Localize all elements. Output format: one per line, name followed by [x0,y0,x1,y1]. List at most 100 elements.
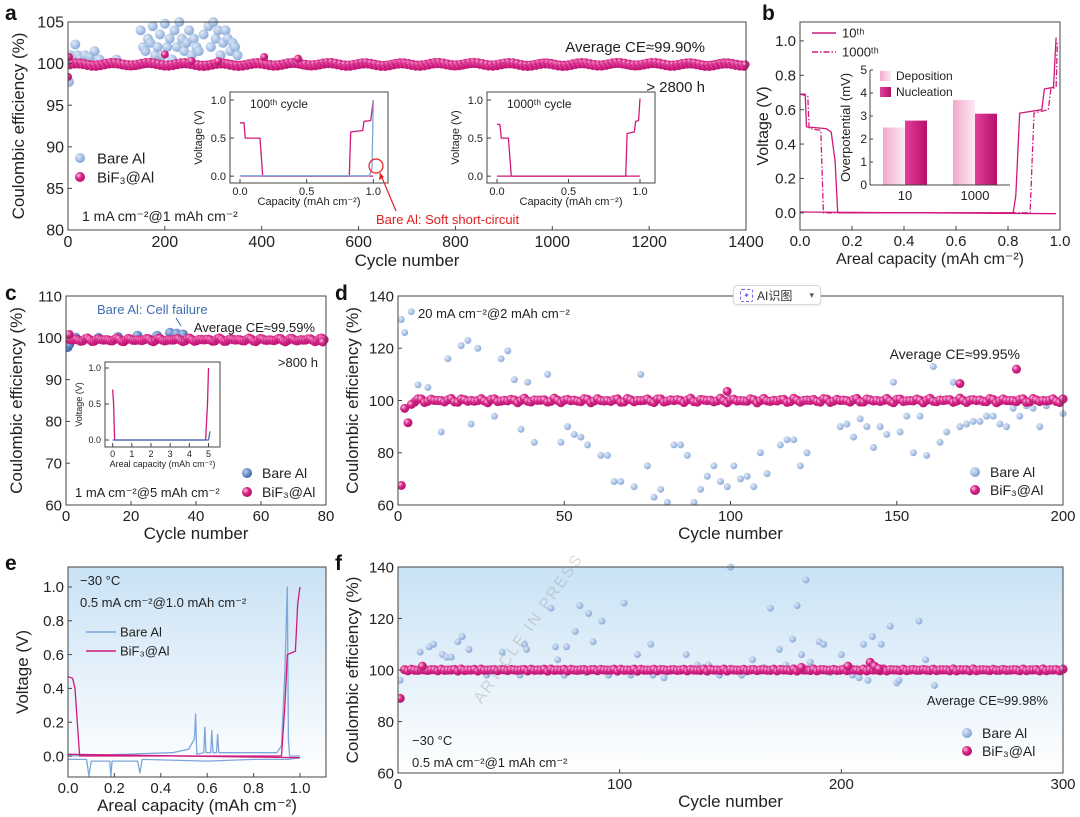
data-point-bare-al [171,41,182,52]
data-point-bare-al [836,423,844,431]
y-tick-label: 3 [860,109,867,123]
data-point-bare-al [943,428,951,436]
legend-marker-bif-al [970,485,980,495]
panel-label: f [335,552,343,575]
legend-label: Bare Al [982,725,1027,741]
legend-label: 10ᵗʰ [842,26,864,41]
data-point-bare-al [903,412,911,420]
x-axis-label: Cycle number [678,792,783,811]
x-tick-label: 0 [394,508,402,525]
data-point-bare-al [637,370,645,378]
annotation-text: 1 mA cm⁻²@1 mAh cm⁻² [82,208,238,224]
x-tick-label: 100 [607,776,632,793]
series-line-bif-al [68,753,301,759]
data-point-bare-al [803,449,811,457]
ai-image-recognition-button[interactable]: ✦ AI识图 ▾ [733,285,821,305]
data-point-bare-al [603,451,611,459]
data-point-bare-al [213,25,224,36]
data-point-bif-al [400,403,410,413]
x-tick-label: 0.5 [561,186,576,198]
series-layer [68,17,750,87]
data-point-bare-al [922,656,930,664]
inset-voltage-profile: 0.0 0.5 1.0 0.0 0.5 1.0 Capacity (mAh cm⁻²) Vol… [193,91,389,208]
x-axis-label: Cycle number [355,251,460,270]
data-point-bare-al [802,576,810,584]
y-tick-label: 0.0 [211,171,226,183]
y-tick-label: 90 [46,139,64,156]
chevron-down-icon[interactable]: ▾ [809,289,814,300]
y-tick-label: 0.0 [775,205,796,222]
legend-marker-bare-al [970,467,980,477]
data-point-bare-al [562,643,570,651]
y-tick-label: 0.2 [775,171,796,188]
y-tick-label: 1.0 [43,579,64,596]
data-point-bare-al [923,451,931,459]
x-tick-label: 1 [129,449,134,459]
inset-bar-chart: 10 1000 0 1 2 3 4 5 Overpotential (mV) Deposition… [838,63,1010,203]
data-point-bare-al [657,485,665,493]
data-point-bare-al [886,622,894,630]
data-point-bare-al [454,638,462,646]
y-tick-label: 70 [45,455,62,472]
data-point-bare-al [776,441,784,449]
x-tick-label: 800 [442,234,469,251]
y-tick-label: 90 [45,372,62,389]
y-tick-label: 1.0 [468,95,483,107]
legend-swatch-nucleation [880,87,891,97]
data-point-bare-al [763,470,771,478]
bar-deposition [883,127,905,185]
panel-label: c [5,282,17,305]
data-point-bare-al [1009,404,1017,412]
plot-frame [67,566,327,778]
data-point-bare-al [793,602,801,610]
data-point-bare-al [1016,412,1024,420]
y-tick-label: 100 [37,330,62,347]
y-tick-label: 1.0 [775,33,796,50]
x-tick-label: 1000 [961,188,990,203]
data-point-bare-al [697,485,705,493]
series-layer [68,586,301,777]
y-tick-label: 1 [860,155,867,169]
data-point-bare-al [717,477,725,485]
data-point-bare-al [843,420,851,428]
data-point-bare-al [467,420,475,428]
data-point-bif-al [398,480,406,490]
y-axis-label: Coulombic efficiency (%) [343,577,362,764]
data-point-bare-al [150,50,161,61]
y-tick-label: 0.0 [88,435,101,445]
data-point-bare-al [775,645,783,653]
x-tick-label: 20 [123,508,140,525]
y-tick-label: 0.6 [43,647,64,664]
series-line-bif-al [68,586,301,757]
plot-frame [67,21,747,231]
y-tick-label: 105 [37,15,64,32]
data-point-bare-al [989,412,997,420]
legend-marker-bare-al [242,468,252,478]
data-point-bare-al [783,436,791,444]
x-tick-label: 50 [556,508,573,525]
data-point-bare-al [703,472,711,480]
y-axis-label: Voltage (V) [74,382,84,427]
legend-label: BiF₃@Al [990,482,1043,498]
data-point-bare-al [232,50,243,61]
data-point-bare-al [70,39,81,50]
annotation-arrow [175,317,182,327]
x-tick-label: 60 [253,508,270,525]
series-layer [398,308,1068,505]
data-point-bare-al [597,451,605,459]
plot-frame [104,361,221,448]
x-tick-label: 300 [1050,776,1075,793]
y-axis-label: Voltage (V) [755,86,772,165]
data-point-bif-al [955,379,965,389]
data-point-bare-al [458,633,466,641]
y-tick-label: 0.0 [43,748,64,765]
y-tick-label: 140 [369,288,394,305]
x-tick-label: 0.4 [894,233,915,250]
data-point-bare-al [855,674,863,682]
data-point-bare-al [179,46,190,57]
data-point-bare-al [398,676,404,684]
x-axis-label: Cycle number [144,524,249,543]
short-circuit-highlight-circle [368,158,384,174]
data-point-bare-al [837,651,845,659]
y-tick-label: 0.4 [43,681,64,698]
